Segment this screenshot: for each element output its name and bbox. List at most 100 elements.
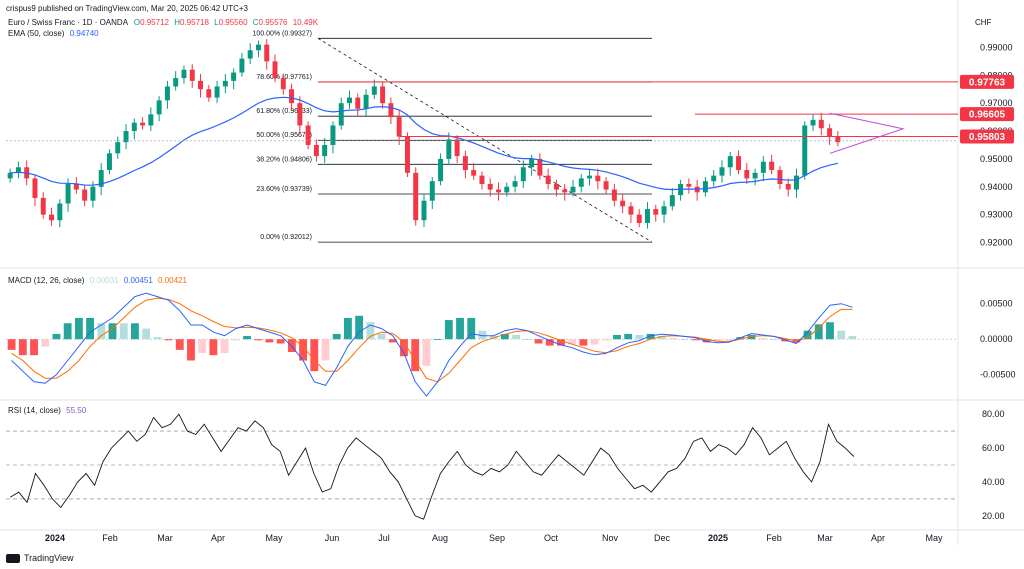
macd-hist-bar — [130, 323, 139, 340]
price-tick-label: 0.97000 — [980, 98, 1013, 108]
candle-body — [802, 125, 808, 176]
candle-body — [760, 161, 766, 173]
candle-body — [727, 156, 733, 168]
time-axis-label: 2025 — [708, 533, 728, 543]
macd-hist-bar — [332, 333, 341, 340]
time-axis-label: Apr — [871, 533, 885, 543]
time-axis-label: Apr — [211, 533, 225, 543]
candle-body — [512, 181, 518, 187]
macd-hist-bar — [646, 333, 655, 340]
price-title: Euro / Swiss Franc · 1D · OANDA O0.95712… — [8, 18, 319, 27]
candle-body — [297, 103, 303, 126]
macd-hist-bar — [500, 333, 509, 340]
macd-hist-bar — [534, 339, 543, 344]
fib-level-label: 100.00% (0.99327) — [252, 30, 312, 37]
candle-body — [164, 86, 170, 101]
tradingview-logo: TradingView — [6, 553, 74, 563]
macd-hist-bar — [769, 339, 778, 341]
macd-hist-bar — [119, 323, 128, 340]
price-label-text: 0.95803 — [969, 132, 1006, 143]
macd-hist-bar — [545, 339, 554, 346]
candle-body — [40, 197, 46, 215]
macd-hist-bar — [321, 339, 330, 361]
publish-header: crispus9 published on TradingView.com, M… — [6, 4, 248, 13]
candle-body — [355, 97, 361, 109]
rsi-tick-label: 20.00 — [982, 511, 1005, 521]
macd-hist-bar — [265, 339, 274, 343]
candle-body — [702, 181, 708, 193]
candle-body — [785, 183, 791, 190]
time-axis-label: Feb — [766, 533, 782, 543]
rsi-tick-label: 80.00 — [982, 409, 1005, 419]
candle-body — [49, 214, 55, 221]
macd-hist-bar — [826, 322, 834, 340]
time-axis-label: 2024 — [45, 533, 65, 543]
macd-hist-bar — [220, 339, 229, 354]
candle-body — [98, 170, 104, 187]
macd-hist-bar — [164, 339, 173, 341]
candle-body — [396, 117, 402, 137]
macd-hist-bar — [299, 339, 308, 361]
macd-hist-bar — [7, 339, 16, 350]
candle-body — [90, 186, 96, 201]
price-label-text: 0.97763 — [969, 77, 1006, 88]
candle-body — [73, 183, 79, 190]
macd-hist-bar — [142, 328, 151, 340]
macd-hist-bar — [108, 323, 117, 340]
macd-hist-bar — [86, 317, 95, 340]
candle-body — [189, 69, 195, 81]
candle-body — [313, 144, 319, 157]
candle-body — [520, 167, 526, 182]
candle-body — [82, 189, 88, 201]
signal-line — [11, 297, 853, 383]
ema-legend: EMA (50, close) 0.94740 — [8, 29, 99, 38]
macd-hist-bar — [635, 334, 644, 340]
time-axis-label: Oct — [544, 533, 559, 543]
time-axis-label: Jun — [325, 533, 340, 543]
candle-body — [827, 128, 833, 137]
candle-body — [272, 61, 278, 79]
macd-hist-bar — [568, 339, 577, 345]
macd-hist-bar — [377, 333, 386, 340]
macd-line — [11, 292, 853, 397]
triangle-pattern — [829, 112, 905, 154]
time-axis-label: Mar — [157, 533, 173, 543]
candle-body — [438, 158, 444, 182]
time-axis-label: Jul — [378, 533, 390, 543]
price-tick-label: 0.94000 — [980, 182, 1013, 192]
rsi-tick-label: 60.00 — [982, 443, 1005, 453]
tradingview-logo-icon — [6, 553, 20, 563]
candle-body — [835, 136, 841, 143]
rsi-tick-label: 40.00 — [982, 477, 1005, 487]
macd-hist-bar — [254, 339, 263, 341]
candle-body — [65, 183, 71, 204]
candle-body — [603, 181, 609, 190]
candle-body — [578, 178, 584, 187]
candle-body — [736, 156, 742, 171]
candle-body — [231, 72, 237, 81]
candle-body — [818, 119, 824, 129]
time-axis-label: May — [925, 533, 943, 543]
macd-hist-bar — [702, 339, 711, 343]
candle-body — [206, 89, 212, 98]
price-label-box — [960, 107, 1014, 122]
candle-body — [214, 86, 220, 98]
candle-body — [255, 44, 261, 51]
candle-body — [404, 136, 410, 173]
macd-hist-bar — [713, 339, 722, 342]
rsi-legend: RSI (14, close) 55.50 — [8, 406, 87, 415]
tradingview-logo-text: TradingView — [24, 553, 74, 563]
candle-body — [106, 153, 112, 171]
macd-hist-bar — [276, 339, 285, 344]
candle-body — [769, 161, 775, 171]
candle-body — [57, 203, 63, 221]
candle-body — [363, 94, 369, 109]
macd-hist-bar — [814, 324, 823, 340]
rsi-panel: 80.00 60.00 40.00 20.00 — [6, 409, 1005, 521]
candle-body — [744, 170, 750, 179]
macd-hist-bar — [657, 336, 666, 340]
candle-body — [777, 170, 783, 184]
candle-body — [595, 175, 601, 182]
macd-hist-bar — [187, 339, 195, 361]
